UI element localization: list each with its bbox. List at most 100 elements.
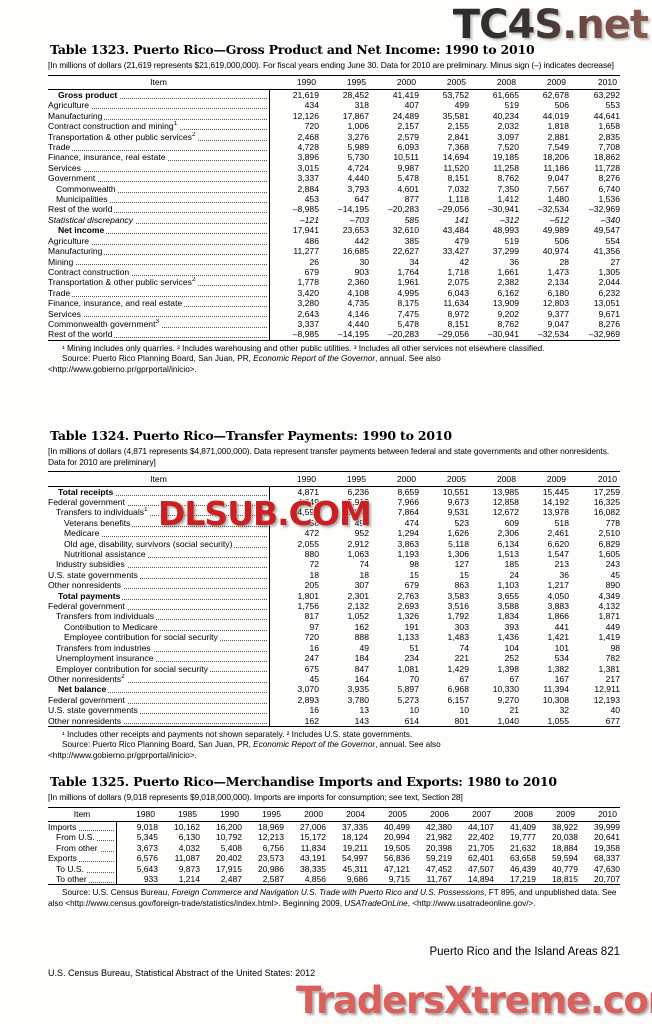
- row-label-cell: Rest of the world: [48, 204, 269, 215]
- data-cell: 3,863: [397, 538, 419, 549]
- data-cell: 6,740: [598, 183, 620, 194]
- leader-dots: [48, 702, 267, 704]
- table-row: Manufacturing 11,277 16,685 22,627 33,427 37,…: [48, 246, 620, 257]
- table-row: U.S. state governments 16 13 10 10 21 32 40: [48, 705, 620, 716]
- table-1324-header-row: Item 1990 1995 2000 2005 2008 2009 2010: [48, 471, 620, 487]
- data-cell: 720: [268, 121, 319, 132]
- column-header-1995: 1995: [242, 806, 284, 823]
- row-label: Manufacturing: [48, 246, 105, 257]
- data-cell: 18,862: [593, 152, 620, 163]
- data-cell: 3,337: [268, 173, 319, 184]
- table-1323-headnote: [In millions of dollars (21,619 represen…: [48, 60, 614, 70]
- data-cell: 554: [605, 235, 620, 246]
- row-label-cell: Services: [48, 308, 269, 319]
- leader-dots: [48, 149, 267, 151]
- row-label: From U.S.: [48, 832, 97, 843]
- leader-dots: [48, 191, 267, 193]
- data-cell: 4,050: [547, 590, 569, 601]
- data-cell: 5,643: [115, 863, 158, 875]
- data-cell: 104: [504, 642, 519, 653]
- table-row: Old age, disability, survivors (social s…: [48, 538, 620, 550]
- data-cell: 4,735: [347, 298, 369, 309]
- row-label-cell: Contract construction and mining1: [48, 121, 269, 132]
- row-label-cell: Other nonresidents: [48, 715, 269, 727]
- data-cell: 41,419: [392, 90, 419, 100]
- data-cell: 5,273: [397, 694, 419, 705]
- column-header-2000: 2000: [369, 471, 419, 487]
- data-cell: 2,157: [397, 121, 419, 132]
- table-row: Manufacturing 12,126 17,867 24,489 35,581 40,…: [48, 110, 620, 122]
- table-row: From U.S. 5,345 6,130 10,792 12,213 15,172 18,…: [48, 832, 620, 843]
- data-cell: 18,206: [542, 152, 569, 163]
- data-cell: 70: [409, 673, 419, 684]
- column-header-2000: 2000: [284, 806, 326, 823]
- data-cell: 9,531: [447, 507, 469, 518]
- data-cell: 15: [409, 569, 419, 580]
- data-cell: 2,360: [347, 277, 369, 288]
- data-cell: 9,047: [547, 318, 569, 329]
- data-cell: 1,081: [397, 663, 419, 674]
- data-cell: 47,630: [594, 863, 620, 874]
- leader-dots: [48, 577, 267, 579]
- table-row: Mining 26 30 34 42 36 28 27: [48, 256, 620, 267]
- row-label: Imports: [48, 822, 79, 832]
- data-cell: 4,440: [347, 173, 369, 184]
- row-label-cell: Transfers to individuals1: [48, 507, 269, 518]
- leader-dots: [48, 274, 267, 276]
- data-cell: 98: [610, 642, 620, 653]
- row-label: Total receipts: [48, 486, 116, 497]
- data-cell: 4,349: [598, 590, 620, 601]
- table-1325-source: Source: U.S. Census Bureau, Foreign Comm…: [48, 888, 620, 909]
- data-cell: 9,202: [497, 308, 519, 319]
- footnote-marker: 2: [121, 673, 125, 681]
- data-cell: 10,551: [442, 486, 469, 497]
- data-cell: 2,306: [497, 528, 519, 539]
- data-cell: 1,040: [469, 715, 519, 727]
- data-cell: 61,665: [492, 90, 519, 100]
- data-cell: 68,337: [594, 853, 620, 864]
- leader-dots: [48, 525, 267, 527]
- data-cell: 6,134: [497, 538, 519, 549]
- data-cell: 519: [504, 235, 519, 246]
- data-cell: 17,867: [342, 110, 369, 121]
- data-cell: 1,483: [447, 632, 469, 643]
- leader-dots: [48, 650, 267, 652]
- data-cell: 19,777: [510, 832, 536, 843]
- row-label-cell: Commonwealth government3: [48, 318, 269, 329]
- column-header-1990: 1990: [200, 806, 242, 823]
- row-label-cell: Agriculture: [48, 235, 269, 246]
- table-row: Federal government 1,756 2,132 2,693 3,516 3,…: [48, 601, 620, 612]
- row-label: Transfers from individuals: [48, 611, 157, 622]
- row-label-cell: From U.S.: [48, 832, 116, 843]
- row-label: U.S. state governments: [48, 705, 140, 716]
- data-cell: 16: [268, 642, 319, 654]
- data-cell: 1,818: [547, 121, 569, 132]
- data-cell: 37,335: [342, 822, 368, 832]
- data-cell: 9,377: [547, 308, 569, 319]
- table-row: Transfers from industries 16 49 51 74 104 101 9…: [48, 642, 620, 654]
- data-cell: 4,440: [347, 318, 369, 329]
- data-cell: 6,756: [262, 842, 284, 853]
- data-cell: 801: [419, 715, 469, 727]
- row-label-cell: Net balance: [48, 684, 269, 695]
- row-label: Contract construction: [48, 266, 132, 277]
- data-cell: 8,276: [598, 173, 620, 184]
- data-cell: 863: [454, 580, 469, 591]
- data-cell: 1,626: [447, 528, 469, 539]
- source-suffix: , annual. See also: [375, 740, 441, 750]
- data-cell: 6,157: [447, 694, 469, 705]
- data-cell: 817: [268, 611, 319, 622]
- table-row: Finance, insurance, and real estate 3,280…: [48, 298, 620, 309]
- leader-dots: [48, 233, 267, 235]
- data-cell: 10,162: [174, 822, 200, 832]
- source-prefix: Source: U.S. Census Bureau,: [62, 888, 172, 898]
- data-cell: 18,815: [536, 874, 578, 886]
- table-row: Veterans benefits 458 499 474 523 609 518 778: [48, 517, 620, 529]
- row-label-cell: Other nonresidents: [48, 580, 269, 591]
- data-cell: 43,191: [300, 853, 326, 864]
- row-label-cell: Municipalities: [48, 194, 269, 205]
- data-cell: 24: [509, 569, 519, 580]
- data-cell: 318: [354, 100, 369, 111]
- data-cell: 45: [610, 569, 620, 580]
- row-label-cell: Transportation & other public services2: [48, 277, 269, 288]
